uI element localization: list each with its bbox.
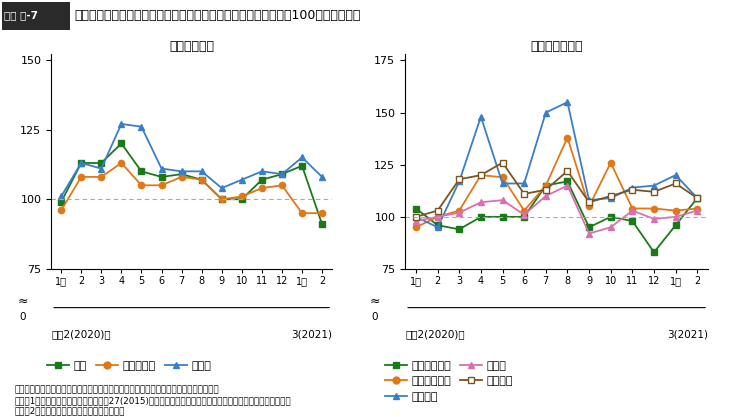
Text: 令和2(2020)年: 令和2(2020)年 bbox=[405, 329, 465, 339]
Text: 2）世帯員数で除した１人当たりの数値: 2）世帯員数で除した１人当たりの数値 bbox=[15, 407, 125, 416]
Text: ≈: ≈ bbox=[369, 295, 380, 308]
Text: 令和2(2020)年: 令和2(2020)年 bbox=[51, 329, 111, 339]
Text: ≈: ≈ bbox=[18, 295, 28, 308]
Text: 資料：総務省「家計調査」（全国・品目分類・二人以上の世帯）を基に農林水産省作成: 資料：総務省「家計調査」（全国・品目分類・二人以上の世帯）を基に農林水産省作成 bbox=[15, 386, 219, 395]
Title: （緑黄色野菜）: （緑黄色野菜） bbox=[531, 40, 583, 53]
Title: （発酵食品）: （発酵食品） bbox=[169, 40, 214, 53]
Text: 図表 特-7: 図表 特-7 bbox=[4, 10, 38, 20]
Text: 注：1）消費者物価指数（食料：平成27(2015)年基準）を用いて物価の上昇・下落の影響を取り除いて算出: 注：1）消費者物価指数（食料：平成27(2015)年基準）を用いて物価の上昇・下… bbox=[15, 396, 291, 405]
Text: 0: 0 bbox=[20, 312, 26, 322]
FancyBboxPatch shape bbox=[2, 2, 70, 30]
Legend: 納豆, ヨーグルト, チーズ: 納豆, ヨーグルト, チーズ bbox=[42, 356, 215, 375]
Text: 3(2021): 3(2021) bbox=[667, 329, 708, 339]
Text: 発酵食品や緑黄色野菜の１人１か月当たりの支出額（前年同月を100とする指数）: 発酵食品や緑黄色野菜の１人１か月当たりの支出額（前年同月を100とする指数） bbox=[74, 8, 361, 22]
Text: 3(2021): 3(2021) bbox=[291, 329, 332, 339]
Legend: ブロッコリー, ほうれんそう, にんじん, トマト, ピーマン: ブロッコリー, ほうれんそう, にんじん, トマト, ピーマン bbox=[380, 356, 518, 406]
Text: 0: 0 bbox=[372, 312, 378, 322]
